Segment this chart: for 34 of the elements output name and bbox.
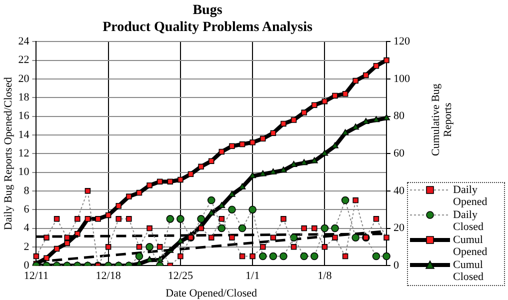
y-tick-label: 12 xyxy=(18,147,30,160)
y-tick-label: 2 xyxy=(24,240,30,253)
y2-tick-label: 120 xyxy=(394,35,410,48)
x-tick-label: 12/25 xyxy=(168,270,194,282)
y2-tick-label: 100 xyxy=(394,72,410,85)
legend-label: Daily Opened xyxy=(453,184,488,208)
y-tick-label: 0 xyxy=(24,259,30,272)
x-axis-title: Date Opened/Closed xyxy=(166,287,258,300)
chart-title: Bugs xyxy=(192,3,223,18)
y-tick-label: 24 xyxy=(18,35,30,48)
x-tick-label: 12/11 xyxy=(24,270,49,282)
y-tick-label: 18 xyxy=(18,91,30,104)
y-tick-label: 10 xyxy=(18,166,30,178)
legend-label: Cumul Closed xyxy=(453,259,485,283)
y2-tick-label: 40 xyxy=(394,184,405,197)
y2-tick-label: 60 xyxy=(394,147,405,160)
y-tick-label: 20 xyxy=(18,72,30,85)
y2-tick-label: 80 xyxy=(394,110,405,122)
x-tick-label: 12/18 xyxy=(96,270,122,282)
y2-tick-label: 20 xyxy=(394,222,405,234)
y-axis-title: Daily Bug Reports Opened/Closed xyxy=(2,76,14,230)
legend-label: Daily Closed xyxy=(453,209,485,233)
y-tick-label: 14 xyxy=(18,128,30,141)
y-tick-label: 6 xyxy=(24,203,30,216)
chart-subtitle: Product Quality Problems Analysis xyxy=(102,20,313,35)
legend-label: Cumul Opened xyxy=(453,234,488,258)
x-tick-label: 1/8 xyxy=(318,270,332,282)
y-tick-label: 22 xyxy=(18,54,30,66)
y2-tick-label: 0 xyxy=(394,259,400,272)
y-tick-label: 4 xyxy=(24,222,30,234)
y-tick-label: 16 xyxy=(18,110,30,122)
y-tick-label: 8 xyxy=(24,184,30,197)
x-tick-label: 1/1 xyxy=(246,270,260,282)
y2-axis-title: Cumulative Bug Reports xyxy=(430,82,455,158)
